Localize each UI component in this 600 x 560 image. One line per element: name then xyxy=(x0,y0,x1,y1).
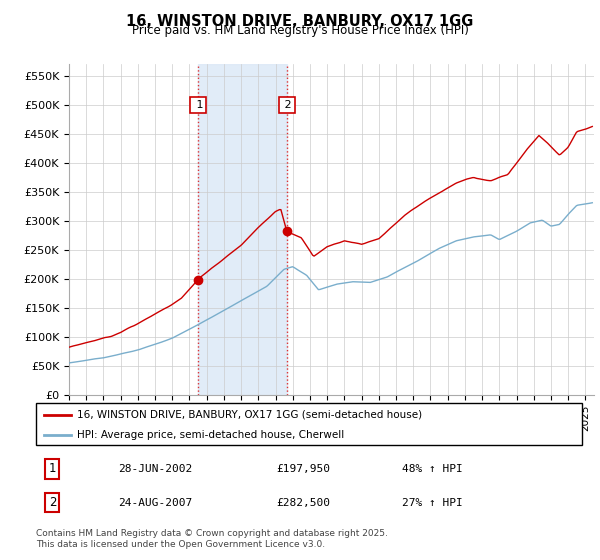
Text: 27% ↑ HPI: 27% ↑ HPI xyxy=(402,498,463,507)
Text: 48% ↑ HPI: 48% ↑ HPI xyxy=(402,464,463,474)
Text: Contains HM Land Registry data © Crown copyright and database right 2025.
This d: Contains HM Land Registry data © Crown c… xyxy=(36,529,388,549)
Text: HPI: Average price, semi-detached house, Cherwell: HPI: Average price, semi-detached house,… xyxy=(77,430,344,440)
Text: 1: 1 xyxy=(193,100,203,110)
Text: £197,950: £197,950 xyxy=(276,464,330,474)
Text: Price paid vs. HM Land Registry's House Price Index (HPI): Price paid vs. HM Land Registry's House … xyxy=(131,24,469,37)
Bar xyxy=(198,64,287,395)
Text: 1: 1 xyxy=(49,463,56,475)
Text: 16, WINSTON DRIVE, BANBURY, OX17 1GG: 16, WINSTON DRIVE, BANBURY, OX17 1GG xyxy=(127,14,473,29)
Text: 2: 2 xyxy=(281,100,292,110)
Text: 28-JUN-2002: 28-JUN-2002 xyxy=(118,464,192,474)
Text: 16, WINSTON DRIVE, BANBURY, OX17 1GG (semi-detached house): 16, WINSTON DRIVE, BANBURY, OX17 1GG (se… xyxy=(77,410,422,420)
Text: £282,500: £282,500 xyxy=(276,498,330,507)
Text: 24-AUG-2007: 24-AUG-2007 xyxy=(118,498,192,507)
Text: 2: 2 xyxy=(49,496,56,509)
